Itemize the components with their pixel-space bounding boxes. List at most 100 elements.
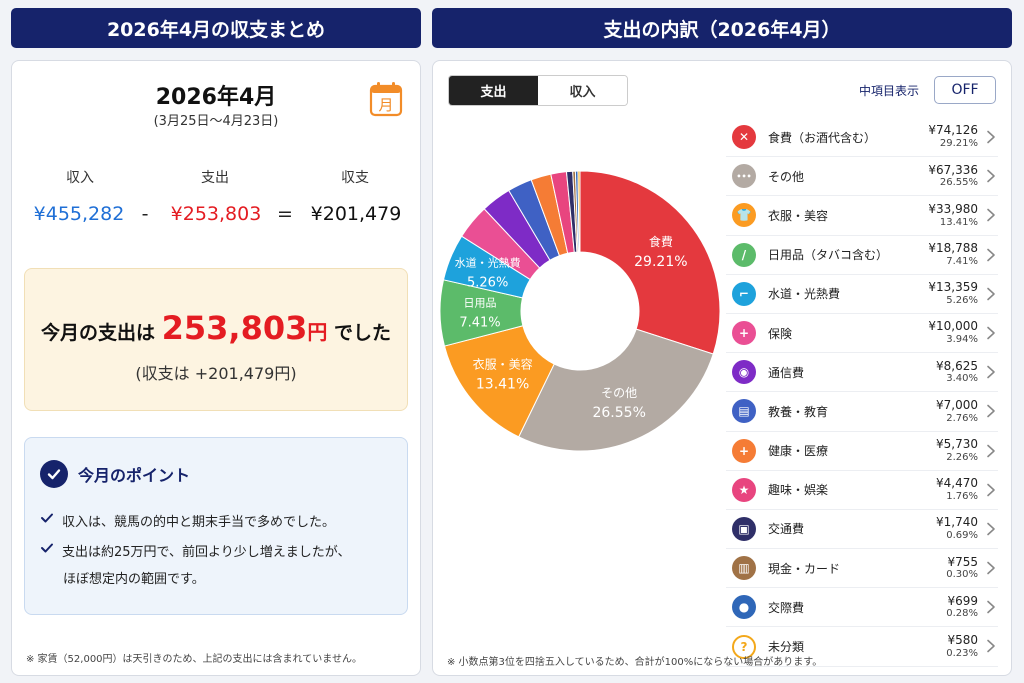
result-headline: 今月の支出は 253,803円 でした: [25, 309, 407, 347]
category-amount: ¥4,470: [936, 476, 978, 491]
chevron-right-icon[interactable]: [986, 639, 996, 653]
category-amount: ¥8,625: [936, 358, 978, 373]
chevron-right-icon[interactable]: [986, 600, 996, 614]
category-percent: 26.55%: [939, 177, 978, 189]
category-amount: ¥10,000: [928, 319, 978, 334]
category-percent: 0.69%: [946, 530, 978, 542]
balance-label: 収支: [341, 170, 369, 186]
expense-value: ¥253,803: [170, 203, 262, 225]
chevron-right-icon[interactable]: [986, 561, 996, 575]
donut-label-name: 日用品: [464, 296, 497, 309]
category-row[interactable]: ● 交際費 ¥699 0.28%: [726, 588, 998, 628]
summary-header-title: 2026年4月の収支まとめ: [106, 18, 326, 41]
tshirt-icon: 👕: [732, 203, 756, 228]
chevron-right-icon[interactable]: [986, 169, 996, 183]
result-prefix: 今月の支出は: [40, 322, 155, 344]
donut-slice-13[interactable]: [577, 170, 581, 253]
category-row[interactable]: / 日用品（タバコ含む） ¥18,788 7.41%: [726, 236, 998, 275]
calendar-icon[interactable]: 月: [369, 81, 403, 117]
toothbrush-icon: /: [732, 242, 756, 267]
expense-donut-chart: 食費 29.21% その他 26.55% 衣服・美容 13.41% 日用品 7.41% 水道・光…: [439, 170, 721, 452]
category-row[interactable]: 👕 衣服・美容 ¥33,980 13.41%: [726, 196, 998, 236]
category-name: 趣味・娯楽: [768, 483, 829, 498]
breakdown-panel: 支出 収入 中項目表示 OFF 食費 29.21% その他 26.55% 衣服・美容 13…: [432, 60, 1012, 676]
summary-header: 2026年4月の収支まとめ: [11, 8, 421, 48]
mid-category-toggle[interactable]: OFF: [934, 76, 996, 104]
category-amount: ¥13,359: [928, 280, 978, 295]
category-row[interactable]: + 健康・医療 ¥5,730 2.26%: [726, 432, 998, 471]
category-percent: 3.40%: [946, 373, 978, 385]
tab-income[interactable]: 収入: [538, 76, 627, 105]
minus-sign: -: [141, 203, 149, 225]
card-icon: ▥: [732, 556, 756, 581]
donut-slice-1[interactable]: [518, 328, 714, 452]
category-amount: ¥580: [947, 632, 978, 647]
chevron-right-icon[interactable]: [986, 130, 996, 144]
breakdown-header-title: 支出の内訳（2026年4月）: [603, 18, 841, 41]
rounding-note: ※ 小数点第3位を四捨五入しているため、合計が100%にならない場合があります。: [447, 657, 823, 668]
donut-label-pct: 29.21%: [634, 254, 687, 270]
donut-label-pct: 7.41%: [459, 315, 500, 330]
category-name: 交際費: [768, 600, 805, 615]
category-row[interactable]: ▣ 交通費 ¥1,740 0.69%: [726, 510, 998, 550]
check-icon: [41, 543, 53, 553]
check-icon: [41, 513, 53, 523]
tab-expense[interactable]: 支出: [449, 76, 538, 105]
result-amount: 253,803: [161, 309, 308, 347]
chevron-right-icon[interactable]: [986, 365, 996, 379]
chevron-right-icon[interactable]: [986, 248, 996, 262]
category-name: 衣服・美容: [768, 208, 829, 223]
more-icon: •••: [732, 164, 756, 189]
category-row[interactable]: ✕ 食費（お酒代含む） ¥74,126 29.21%: [726, 118, 998, 158]
points-box: 今月のポイント 収入は、競馬の的中と期末手当で多めでした。 支出は約25万円で、…: [24, 437, 408, 615]
donut-label-name: 食費: [649, 234, 673, 249]
book-icon: ▤: [732, 399, 756, 424]
chevron-right-icon[interactable]: [986, 208, 996, 222]
category-name: 現金・カード: [768, 561, 841, 576]
category-amount: ¥74,126: [928, 123, 978, 138]
category-percent: 0.30%: [946, 569, 978, 581]
category-percent: 5.26%: [946, 294, 978, 306]
category-amount: ¥18,788: [928, 241, 978, 255]
donut-slice-2[interactable]: [443, 325, 555, 438]
month-title: 2026年4月: [155, 85, 277, 110]
chevron-right-icon[interactable]: [986, 404, 996, 418]
category-percent: 13.41%: [939, 216, 978, 228]
category-percent: 7.41%: [946, 255, 978, 267]
category-name: 通信費: [768, 365, 805, 380]
category-row[interactable]: + 保険 ¥10,000 3.94%: [726, 314, 998, 354]
result-box: 今月の支出は 253,803円 でした (収支は +201,479円): [24, 268, 408, 411]
category-row[interactable]: ? 未分類 ¥580 0.23%: [726, 627, 998, 667]
result-sub: (収支は +201,479円): [135, 364, 297, 383]
result-suffix: でした: [334, 322, 392, 344]
chevron-right-icon[interactable]: [986, 326, 996, 340]
type-tabs: 支出 収入: [448, 75, 628, 106]
chevron-right-icon[interactable]: [986, 483, 996, 497]
star-icon: ★: [732, 477, 756, 502]
category-row[interactable]: ★ 趣味・娯楽 ¥4,470 1.76%: [726, 471, 998, 510]
income-value: ¥455,282: [33, 203, 125, 225]
donut-slice-0[interactable]: [579, 170, 721, 355]
category-name: 健康・医療: [768, 444, 829, 459]
category-amount: ¥1,740: [936, 515, 978, 530]
category-name: 未分類: [768, 640, 805, 655]
point-text-2-cont: ほぼ想定内の範囲です。: [63, 572, 205, 587]
chevron-right-icon[interactable]: [986, 287, 996, 301]
category-row[interactable]: ▥ 現金・カード ¥755 0.30%: [726, 549, 998, 589]
donut-label-pct: 13.41%: [476, 376, 529, 392]
category-amount: ¥33,980: [928, 201, 978, 216]
point-item: 支出は約25万円で、前回より少し増えましたが、: [40, 541, 351, 560]
category-percent: 0.23%: [946, 647, 978, 659]
expense-label: 支出: [201, 170, 229, 186]
people-icon: ●: [732, 595, 756, 620]
chevron-right-icon[interactable]: [986, 522, 996, 536]
points-heading: 今月のポイント: [40, 460, 190, 488]
category-row[interactable]: ⌐ 水道・光熱費 ¥13,359 5.26%: [726, 275, 998, 314]
category-row[interactable]: ••• その他 ¥67,336 26.55%: [726, 157, 998, 197]
chevron-right-icon[interactable]: [986, 444, 996, 458]
point-item: 収入は、競馬の的中と期末手当で多めでした。: [40, 511, 335, 530]
category-percent: 2.76%: [946, 412, 978, 424]
category-row[interactable]: ◉ 通信費 ¥8,625 3.40%: [726, 353, 998, 393]
category-row[interactable]: ▤ 教養・教育 ¥7,000 2.76%: [726, 392, 998, 432]
medical-kit-icon: +: [732, 321, 756, 346]
